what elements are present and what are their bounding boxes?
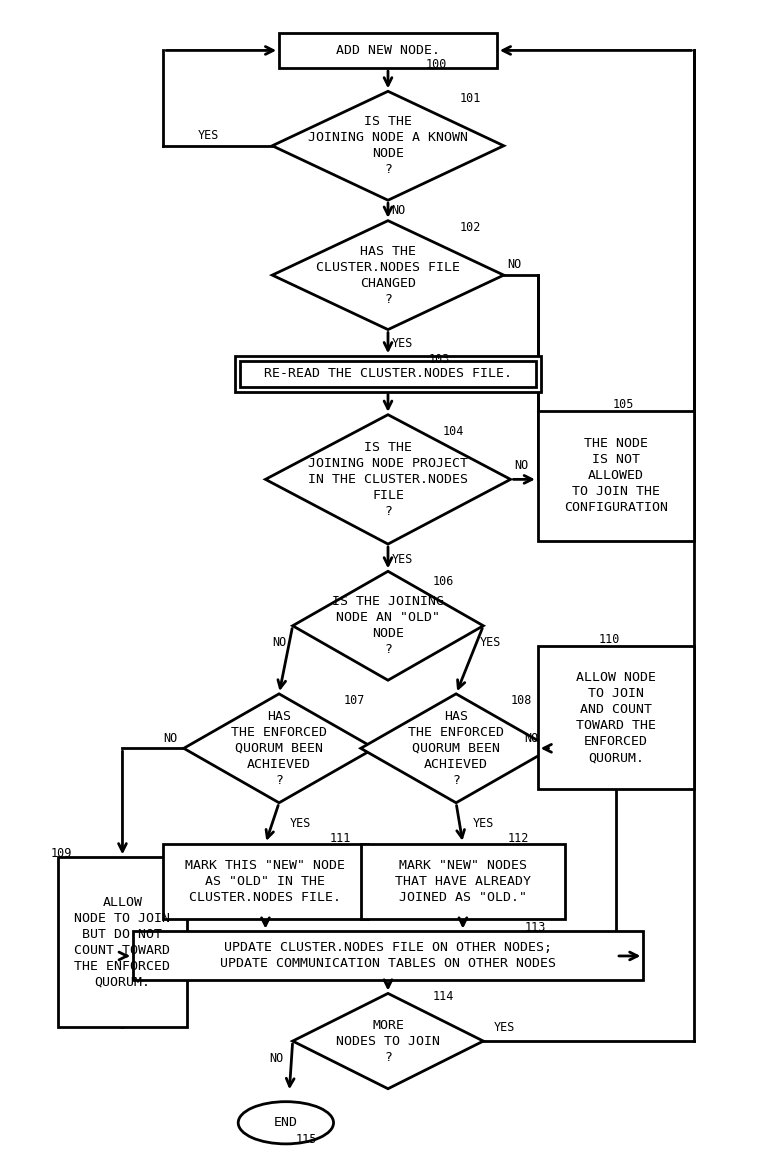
Text: UPDATE CLUSTER.NODES FILE ON OTHER NODES;
UPDATE COMMUNICATION TABLES ON OTHER N: UPDATE CLUSTER.NODES FILE ON OTHER NODES… bbox=[220, 942, 556, 970]
Bar bbox=[163, 843, 368, 919]
Text: 110: 110 bbox=[599, 633, 621, 645]
Text: HAS
THE ENFORCED
QUORUM BEEN
ACHIEVED
?: HAS THE ENFORCED QUORUM BEEN ACHIEVED ? bbox=[231, 709, 327, 787]
Text: HAS
THE ENFORCED
QUORUM BEEN
ACHIEVED
?: HAS THE ENFORCED QUORUM BEEN ACHIEVED ? bbox=[408, 709, 504, 787]
Text: 100: 100 bbox=[425, 57, 447, 71]
Text: 107: 107 bbox=[344, 694, 365, 707]
Polygon shape bbox=[272, 221, 504, 329]
Text: 114: 114 bbox=[432, 991, 454, 1004]
Bar bbox=[235, 356, 541, 392]
Bar bbox=[57, 857, 187, 1027]
Text: 105: 105 bbox=[613, 398, 634, 411]
Text: YES: YES bbox=[197, 129, 219, 142]
Text: HAS THE
CLUSTER.NODES FILE
CHANGED
?: HAS THE CLUSTER.NODES FILE CHANGED ? bbox=[316, 244, 460, 306]
Text: 106: 106 bbox=[432, 575, 454, 588]
Text: 109: 109 bbox=[51, 848, 72, 861]
Text: YES: YES bbox=[391, 554, 413, 566]
Text: MORE
NODES TO JOIN
?: MORE NODES TO JOIN ? bbox=[336, 1019, 440, 1064]
Text: NO: NO bbox=[391, 204, 406, 217]
Text: NO: NO bbox=[508, 258, 521, 271]
Text: ALLOW
NODE TO JOIN
BUT DO NOT
COUNT TOWARD
THE ENFORCED
QUORUM.: ALLOW NODE TO JOIN BUT DO NOT COUNT TOWA… bbox=[74, 896, 171, 989]
Text: YES: YES bbox=[480, 636, 501, 649]
Bar bbox=[361, 843, 565, 919]
Polygon shape bbox=[265, 415, 511, 544]
Bar bbox=[538, 647, 695, 790]
Polygon shape bbox=[293, 571, 483, 680]
Text: NO: NO bbox=[524, 732, 539, 744]
Bar bbox=[133, 932, 643, 980]
Text: 111: 111 bbox=[330, 833, 352, 846]
Text: IS THE
JOINING NODE A KNOWN
NODE
?: IS THE JOINING NODE A KNOWN NODE ? bbox=[308, 115, 468, 177]
Text: NO: NO bbox=[268, 1051, 283, 1064]
Text: YES: YES bbox=[391, 337, 413, 350]
Text: MARK THIS "NEW" NODE
AS "OLD" IN THE
CLUSTER.NODES FILE.: MARK THIS "NEW" NODE AS "OLD" IN THE CLU… bbox=[185, 858, 345, 904]
Bar bbox=[279, 33, 497, 69]
Text: YES: YES bbox=[494, 1021, 515, 1034]
Ellipse shape bbox=[238, 1101, 334, 1144]
Text: ADD NEW NODE.: ADD NEW NODE. bbox=[336, 44, 440, 57]
Polygon shape bbox=[361, 694, 552, 802]
Text: 108: 108 bbox=[511, 694, 532, 707]
Polygon shape bbox=[184, 694, 374, 802]
Polygon shape bbox=[272, 91, 504, 200]
Text: 115: 115 bbox=[296, 1133, 317, 1147]
Text: YES: YES bbox=[289, 816, 310, 829]
Text: 112: 112 bbox=[508, 833, 528, 846]
Bar bbox=[240, 361, 536, 387]
Text: IS THE JOINING
NODE AN "OLD"
NODE
?: IS THE JOINING NODE AN "OLD" NODE ? bbox=[332, 595, 444, 656]
Text: 102: 102 bbox=[459, 221, 481, 234]
Text: NO: NO bbox=[514, 459, 528, 472]
Text: 113: 113 bbox=[524, 921, 546, 934]
Text: 101: 101 bbox=[459, 92, 481, 105]
Bar bbox=[538, 412, 695, 541]
Text: ALLOW NODE
TO JOIN
AND COUNT
TOWARD THE
ENFORCED
QUORUM.: ALLOW NODE TO JOIN AND COUNT TOWARD THE … bbox=[576, 671, 656, 764]
Text: MARK "NEW" NODES
THAT HAVE ALREADY
JOINED AS "OLD.": MARK "NEW" NODES THAT HAVE ALREADY JOINE… bbox=[395, 858, 531, 904]
Polygon shape bbox=[293, 993, 483, 1089]
Text: END: END bbox=[274, 1116, 298, 1129]
Text: YES: YES bbox=[473, 816, 494, 829]
Text: RE-READ THE CLUSTER.NODES FILE.: RE-READ THE CLUSTER.NODES FILE. bbox=[264, 368, 512, 380]
Text: NO: NO bbox=[272, 636, 286, 649]
Text: 104: 104 bbox=[442, 426, 464, 438]
Text: NO: NO bbox=[163, 732, 178, 744]
Text: 103: 103 bbox=[429, 354, 450, 366]
Text: IS THE
JOINING NODE PROJECT
IN THE CLUSTER.NODES
FILE
?: IS THE JOINING NODE PROJECT IN THE CLUST… bbox=[308, 441, 468, 518]
Text: THE NODE
IS NOT
ALLOWED
TO JOIN THE
CONFIGURATION: THE NODE IS NOT ALLOWED TO JOIN THE CONF… bbox=[564, 437, 668, 514]
